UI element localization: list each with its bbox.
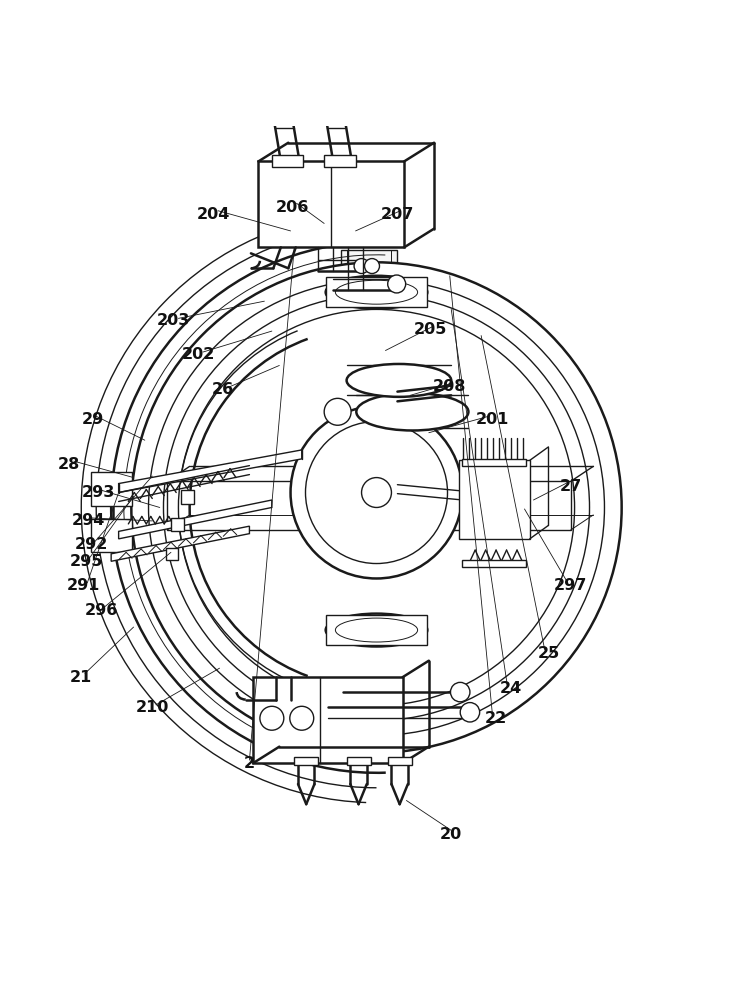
Circle shape bbox=[361, 478, 392, 507]
Bar bbox=[326, 277, 427, 307]
Bar bbox=[462, 459, 526, 466]
Bar bbox=[326, 615, 427, 645]
Circle shape bbox=[260, 706, 284, 730]
Text: 296: 296 bbox=[85, 603, 118, 618]
Text: 28: 28 bbox=[57, 457, 80, 472]
Polygon shape bbox=[119, 500, 272, 539]
Text: 20: 20 bbox=[440, 827, 462, 842]
Bar bbox=[459, 460, 529, 539]
Text: 24: 24 bbox=[500, 681, 522, 696]
Polygon shape bbox=[111, 526, 249, 561]
Bar bbox=[181, 490, 194, 504]
Bar bbox=[294, 757, 319, 765]
Text: 294: 294 bbox=[72, 513, 105, 528]
Bar bbox=[253, 677, 403, 763]
Ellipse shape bbox=[326, 614, 427, 646]
Text: 203: 203 bbox=[157, 313, 190, 328]
Text: 29: 29 bbox=[81, 412, 104, 427]
Bar bbox=[91, 519, 132, 552]
Circle shape bbox=[364, 259, 380, 274]
Text: 27: 27 bbox=[559, 479, 582, 494]
Text: 205: 205 bbox=[413, 322, 447, 337]
Text: 202: 202 bbox=[182, 347, 215, 362]
Circle shape bbox=[460, 703, 480, 722]
Ellipse shape bbox=[325, 398, 351, 425]
Text: 21: 21 bbox=[70, 670, 93, 685]
Circle shape bbox=[290, 706, 314, 730]
Text: 25: 25 bbox=[538, 646, 559, 661]
Ellipse shape bbox=[346, 364, 451, 397]
Circle shape bbox=[291, 407, 462, 578]
Bar bbox=[167, 481, 571, 530]
Circle shape bbox=[131, 262, 622, 753]
Bar bbox=[341, 250, 398, 758]
Text: 208: 208 bbox=[433, 379, 466, 394]
Bar bbox=[171, 518, 184, 531]
Bar bbox=[258, 161, 404, 247]
Text: 201: 201 bbox=[476, 412, 509, 427]
Circle shape bbox=[450, 682, 470, 702]
Text: 207: 207 bbox=[381, 207, 414, 222]
Text: 2: 2 bbox=[244, 756, 255, 771]
Ellipse shape bbox=[335, 280, 418, 304]
Text: 292: 292 bbox=[75, 537, 108, 552]
Bar bbox=[91, 472, 132, 506]
Bar bbox=[462, 560, 526, 567]
Bar bbox=[388, 757, 412, 765]
Ellipse shape bbox=[335, 618, 418, 642]
Text: 291: 291 bbox=[67, 578, 100, 593]
Bar bbox=[346, 757, 370, 765]
Circle shape bbox=[306, 422, 447, 564]
Circle shape bbox=[178, 309, 575, 706]
Bar bbox=[166, 548, 178, 560]
Text: 206: 206 bbox=[276, 200, 309, 215]
Circle shape bbox=[163, 294, 590, 720]
Circle shape bbox=[354, 259, 369, 274]
Text: 26: 26 bbox=[212, 382, 234, 397]
Circle shape bbox=[388, 275, 406, 293]
Ellipse shape bbox=[326, 276, 427, 309]
Text: 293: 293 bbox=[82, 485, 115, 500]
Text: 22: 22 bbox=[485, 711, 508, 726]
Bar bbox=[272, 155, 303, 167]
Bar bbox=[325, 155, 355, 167]
Ellipse shape bbox=[356, 393, 468, 430]
Text: 204: 204 bbox=[197, 207, 230, 222]
Polygon shape bbox=[119, 450, 302, 493]
Circle shape bbox=[148, 280, 605, 735]
Text: 295: 295 bbox=[70, 554, 103, 569]
Text: 297: 297 bbox=[554, 578, 587, 593]
Text: 210: 210 bbox=[136, 700, 169, 715]
